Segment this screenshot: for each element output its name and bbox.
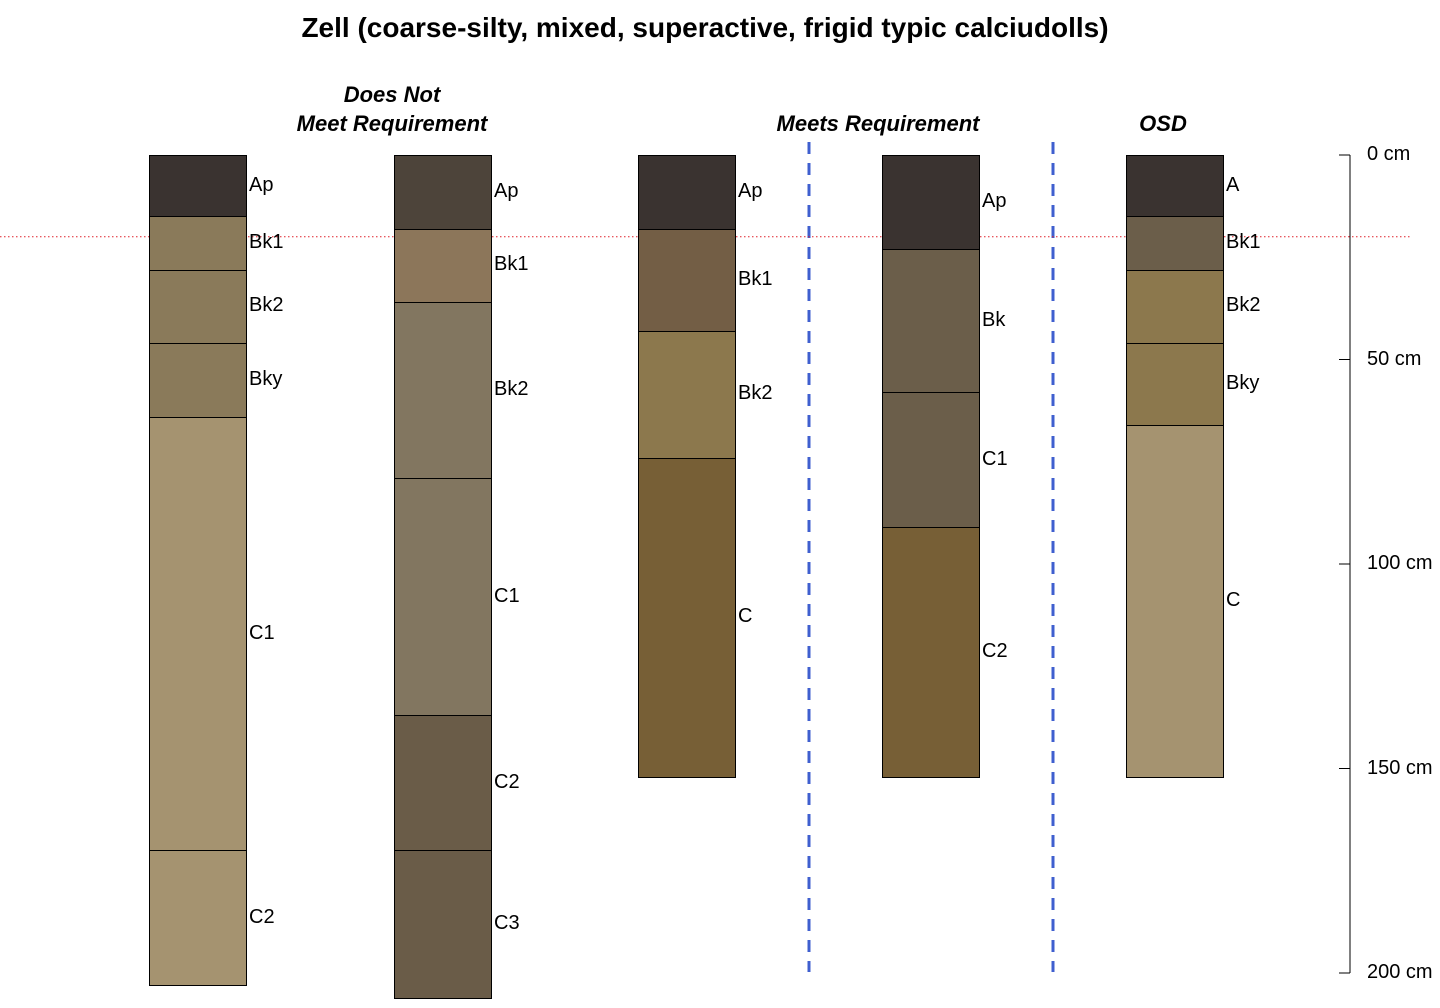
horizon-label: Bk: [982, 308, 1006, 331]
horizon-label: C3: [494, 911, 520, 934]
horizon-2-2: [638, 330, 736, 459]
depth-scale: [1339, 154, 1351, 974]
horizon-label: Bk1: [738, 267, 773, 290]
horizon-label: A: [1226, 173, 1240, 196]
horizon-4-4: [1126, 424, 1224, 778]
horizon-3-1: [882, 249, 980, 394]
horizon-label: Ap: [982, 190, 1007, 213]
horizon-4-3: [1126, 343, 1224, 426]
horizon-1-3: [394, 478, 492, 717]
horizon-0-0: [149, 155, 247, 218]
horizon-label: Bk1: [494, 253, 529, 276]
horizon-label: C2: [249, 905, 275, 928]
horizon-label: Ap: [249, 173, 274, 196]
depth-tick-label: 100 cm: [1367, 552, 1433, 574]
horizon-label: Ap: [738, 179, 763, 202]
horizon-label: Bk1: [1226, 230, 1261, 253]
horizon-2-0: [638, 155, 736, 230]
horizon-label: Ap: [494, 179, 519, 202]
horizon-label: Bk2: [1226, 294, 1261, 317]
group-label: Does Not Meet Requirement: [232, 80, 552, 138]
horizon-label: Bk2: [249, 294, 284, 317]
horizon-1-5: [394, 850, 492, 999]
horizon-3-2: [882, 392, 980, 529]
horizon-label: Bky: [1226, 372, 1260, 395]
depth-tick-label: 150 cm: [1367, 756, 1433, 779]
group-label-line: OSD: [1139, 111, 1187, 136]
horizon-1-0: [394, 155, 492, 230]
horizon-label: C1: [249, 621, 275, 644]
horizon-label: C2: [982, 639, 1008, 662]
group-label-line: Meets Requirement: [776, 111, 980, 136]
group-label: Meets Requirement: [718, 109, 1038, 138]
horizon-0-5: [149, 850, 247, 987]
horizon-0-3: [149, 343, 247, 418]
group-label: OSD: [1003, 109, 1323, 138]
horizon-label: C1: [494, 584, 520, 607]
depth-tick-label: 0 cm: [1367, 143, 1411, 165]
horizon-label: C2: [494, 770, 520, 793]
horizon-3-3: [882, 527, 980, 778]
horizon-2-3: [638, 457, 736, 778]
horizon-label: Bk2: [494, 378, 529, 401]
horizon-label: Bky: [249, 367, 283, 390]
group-label-line: Does Not: [343, 82, 441, 107]
horizon-1-4: [394, 715, 492, 852]
horizon-0-1: [149, 216, 247, 271]
horizon-4-2: [1126, 269, 1224, 345]
horizon-4-0: [1126, 155, 1224, 218]
horizon-1-2: [394, 302, 492, 480]
horizon-0-4: [149, 416, 247, 852]
horizon-0-2: [149, 269, 247, 345]
horizon-label: C1: [982, 447, 1008, 470]
horizon-label: C: [738, 605, 753, 628]
horizon-label: Bk2: [738, 382, 773, 405]
depth-tick-label: 200 cm: [1367, 961, 1433, 983]
horizon-label: C: [1226, 588, 1241, 611]
horizon-2-1: [638, 228, 736, 332]
horizon-3-0: [882, 155, 980, 251]
group-label-line: Meet Requirement: [296, 111, 488, 136]
horizon-4-1: [1126, 216, 1224, 271]
chart-title: Zell (coarse-silty, mixed, superactive, …: [301, 12, 1109, 43]
depth-tick-label: 50 cm: [1367, 347, 1422, 370]
horizon-label: Bk1: [249, 230, 284, 253]
horizon-1-1: [394, 228, 492, 304]
